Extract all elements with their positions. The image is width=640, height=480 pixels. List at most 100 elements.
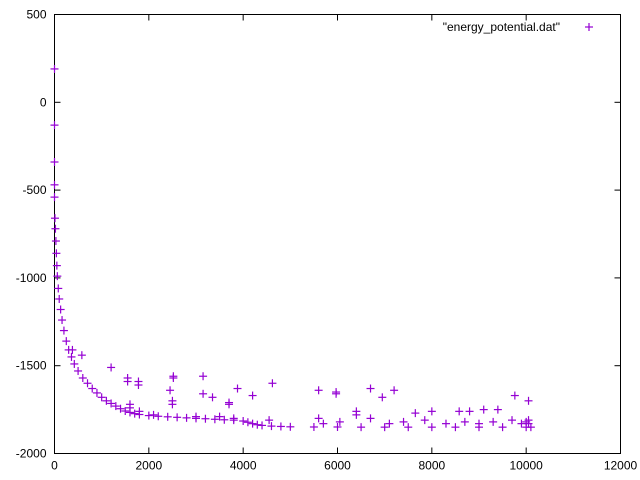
data-point — [411, 409, 420, 418]
data-point — [50, 193, 59, 202]
data-point — [319, 419, 328, 428]
data-point — [524, 396, 533, 405]
x-axis: 0 2000 4000 6000 8000 10000 12000 — [51, 14, 638, 473]
data-point — [54, 284, 63, 293]
data-point — [166, 386, 175, 395]
data-point — [267, 422, 276, 431]
x-tick-label: 2000 — [135, 459, 162, 473]
legend-marker-symbol — [585, 23, 593, 31]
data-point — [517, 419, 526, 428]
data-point — [508, 416, 517, 425]
data-point — [239, 417, 248, 426]
x-tick-label: 0 — [51, 459, 58, 473]
data-point — [268, 379, 277, 388]
data-point — [123, 377, 132, 386]
data-point — [62, 337, 71, 346]
data-point — [121, 407, 130, 416]
data-point — [332, 389, 341, 398]
data-point — [50, 158, 59, 167]
data-point — [475, 419, 483, 428]
data-point — [107, 363, 116, 372]
data-point — [50, 180, 59, 189]
data-point — [107, 399, 116, 408]
data-point — [51, 224, 60, 233]
data-point — [352, 410, 361, 419]
data-point — [50, 121, 59, 130]
x-tick-label: 10000 — [509, 459, 543, 473]
data-point — [55, 294, 64, 303]
data-point — [58, 316, 67, 325]
data-point — [465, 407, 474, 416]
data-point — [276, 422, 285, 431]
data-point — [215, 412, 224, 421]
data-point — [225, 400, 234, 409]
data-point — [498, 423, 507, 432]
data-point — [154, 412, 163, 421]
data-point — [70, 359, 79, 368]
data-point — [74, 366, 83, 375]
data-point — [116, 404, 125, 413]
data-point — [253, 420, 262, 429]
data-point — [201, 414, 210, 423]
data-point — [441, 419, 450, 428]
data-point — [333, 422, 342, 431]
data-point — [314, 414, 323, 423]
data-point — [102, 396, 111, 405]
data-point — [385, 419, 394, 428]
data-point — [56, 305, 65, 314]
y-tick-label: -1000 — [16, 271, 47, 285]
data-point — [53, 272, 62, 281]
x-tick-label: 8000 — [418, 459, 445, 473]
y-tick-label: -1500 — [16, 359, 47, 373]
data-point — [479, 405, 488, 414]
data-point — [309, 422, 318, 431]
data-point — [67, 352, 76, 361]
data-point — [378, 393, 387, 402]
data-point — [399, 417, 408, 426]
data-point — [258, 421, 267, 430]
data-point — [210, 415, 219, 424]
data-point — [78, 373, 87, 382]
data-point — [248, 419, 257, 428]
data-point — [208, 393, 217, 402]
data-point — [68, 345, 77, 354]
data-point — [130, 409, 139, 418]
legend: "energy_potential.dat" — [443, 20, 593, 34]
legend-label: "energy_potential.dat" — [443, 20, 560, 34]
data-point — [243, 418, 252, 427]
data-point — [420, 416, 429, 425]
data-point — [524, 419, 533, 428]
y-tick-label: -500 — [22, 183, 46, 197]
plot-frame — [54, 14, 621, 454]
data-point — [182, 413, 191, 422]
x-tick-label: 4000 — [230, 459, 257, 473]
data-point — [427, 407, 436, 416]
data-point — [199, 372, 208, 381]
data-point — [59, 326, 68, 335]
data-point — [50, 214, 59, 223]
data-point — [451, 423, 460, 432]
data-point — [455, 407, 464, 416]
x-tick-label: 12000 — [604, 459, 638, 473]
data-point — [460, 417, 469, 426]
data-point — [366, 384, 375, 393]
data-point — [286, 422, 295, 431]
data-point — [233, 384, 242, 393]
data-point — [510, 391, 519, 400]
data-point — [50, 64, 59, 73]
data-point — [366, 414, 375, 423]
data-point — [51, 237, 60, 246]
data-point — [52, 249, 61, 258]
data-point — [149, 410, 158, 419]
data-point — [111, 402, 120, 411]
legend-marker — [585, 23, 593, 31]
data-point — [173, 413, 182, 422]
data-point — [144, 411, 153, 420]
data-point — [427, 423, 436, 432]
data-point — [163, 412, 172, 421]
data-point — [265, 416, 274, 425]
data-point — [125, 403, 134, 412]
data-point — [489, 417, 498, 426]
y-axis: 500 0 -500 -1000 -1500 -2000 — [16, 8, 621, 461]
